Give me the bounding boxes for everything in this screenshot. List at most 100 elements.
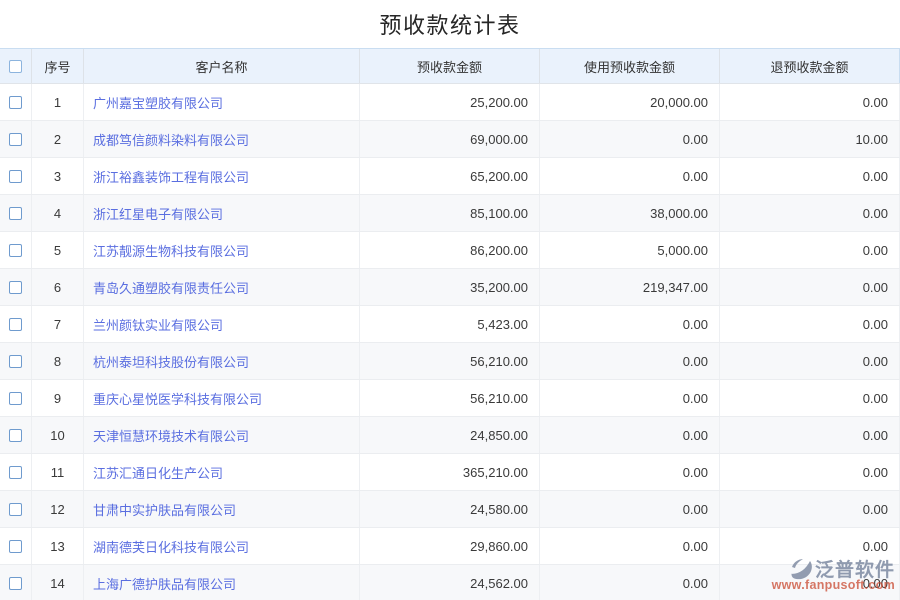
- row-checkbox[interactable]: [9, 465, 22, 479]
- refund-amount: 0.00: [720, 380, 900, 416]
- advance-amount: 24,562.00: [360, 565, 540, 600]
- customer-name-link[interactable]: 浙江裕鑫装饰工程有限公司: [84, 158, 360, 194]
- used-amount: 0.00: [540, 380, 720, 416]
- refund-amount: 0.00: [720, 232, 900, 268]
- row-checkbox[interactable]: [9, 243, 22, 257]
- row-index: 2: [32, 121, 84, 157]
- col-header-refund-amount: 退预收款金额: [720, 49, 900, 83]
- table-row: 5 江苏靓源生物科技有限公司 86,200.00 5,000.00 0.00: [0, 232, 900, 269]
- advance-amount: 69,000.00: [360, 121, 540, 157]
- row-checkbox[interactable]: [9, 576, 22, 590]
- advance-amount: 65,200.00: [360, 158, 540, 194]
- row-select-cell: [0, 158, 32, 194]
- row-index: 7: [32, 306, 84, 342]
- refund-amount: 0.00: [720, 269, 900, 305]
- prepayment-table: 序号 客户名称 预收款金额 使用预收款金额 退预收款金额 1 广州嘉宝塑胶有限公司…: [0, 48, 900, 600]
- customer-name-link[interactable]: 江苏靓源生物科技有限公司: [84, 232, 360, 268]
- table-row: 8 杭州泰坦科技股份有限公司 56,210.00 0.00 0.00: [0, 343, 900, 380]
- table-body: 1 广州嘉宝塑胶有限公司 25,200.00 20,000.00 0.00 2 成都笃信颜料…: [0, 84, 900, 600]
- advance-amount: 85,100.00: [360, 195, 540, 231]
- row-index: 3: [32, 158, 84, 194]
- advance-amount: 25,200.00: [360, 84, 540, 120]
- col-header-advance-amount: 预收款金额: [360, 49, 540, 83]
- row-select-cell: [0, 269, 32, 305]
- refund-amount: 10.00: [720, 121, 900, 157]
- row-checkbox[interactable]: [9, 280, 22, 294]
- used-amount: 5,000.00: [540, 232, 720, 268]
- row-select-cell: [0, 306, 32, 342]
- col-header-index: 序号: [32, 49, 84, 83]
- customer-name-link[interactable]: 杭州泰坦科技股份有限公司: [84, 343, 360, 379]
- advance-amount: 56,210.00: [360, 380, 540, 416]
- refund-amount: 0.00: [720, 195, 900, 231]
- customer-name-link[interactable]: 成都笃信颜料染料有限公司: [84, 121, 360, 157]
- row-index: 10: [32, 417, 84, 453]
- row-index: 14: [32, 565, 84, 600]
- select-all-cell: [0, 49, 32, 83]
- used-amount: 0.00: [540, 417, 720, 453]
- customer-name-link[interactable]: 兰州颜钛实业有限公司: [84, 306, 360, 342]
- refund-amount: 0.00: [720, 528, 900, 564]
- customer-name-link[interactable]: 青岛久通塑胶有限责任公司: [84, 269, 360, 305]
- row-index: 13: [32, 528, 84, 564]
- advance-amount: 24,850.00: [360, 417, 540, 453]
- customer-name-link[interactable]: 湖南德芙日化科技有限公司: [84, 528, 360, 564]
- refund-amount: 0.00: [720, 565, 900, 600]
- row-index: 11: [32, 454, 84, 490]
- customer-name-link[interactable]: 甘肃中实护肤品有限公司: [84, 491, 360, 527]
- row-checkbox[interactable]: [9, 539, 22, 553]
- used-amount: 20,000.00: [540, 84, 720, 120]
- row-index: 4: [32, 195, 84, 231]
- row-select-cell: [0, 84, 32, 120]
- table-row: 14 上海广德护肤品有限公司 24,562.00 0.00 0.00: [0, 565, 900, 600]
- row-select-cell: [0, 565, 32, 600]
- select-all-checkbox[interactable]: [9, 59, 22, 73]
- row-checkbox[interactable]: [9, 206, 22, 220]
- used-amount: 0.00: [540, 121, 720, 157]
- customer-name-link[interactable]: 广州嘉宝塑胶有限公司: [84, 84, 360, 120]
- customer-name-link[interactable]: 上海广德护肤品有限公司: [84, 565, 360, 600]
- customer-name-link[interactable]: 浙江红星电子有限公司: [84, 195, 360, 231]
- col-header-used-amount: 使用预收款金额: [540, 49, 720, 83]
- row-select-cell: [0, 417, 32, 453]
- table-row: 9 重庆心星悦医学科技有限公司 56,210.00 0.00 0.00: [0, 380, 900, 417]
- col-header-customer-name: 客户名称: [84, 49, 360, 83]
- refund-amount: 0.00: [720, 454, 900, 490]
- customer-name-link[interactable]: 江苏汇通日化生产公司: [84, 454, 360, 490]
- row-checkbox[interactable]: [9, 169, 22, 183]
- used-amount: 0.00: [540, 528, 720, 564]
- refund-amount: 0.00: [720, 417, 900, 453]
- advance-amount: 365,210.00: [360, 454, 540, 490]
- refund-amount: 0.00: [720, 84, 900, 120]
- advance-amount: 56,210.00: [360, 343, 540, 379]
- row-index: 1: [32, 84, 84, 120]
- row-select-cell: [0, 528, 32, 564]
- advance-amount: 5,423.00: [360, 306, 540, 342]
- table-header-row: 序号 客户名称 预收款金额 使用预收款金额 退预收款金额: [0, 48, 900, 84]
- row-index: 6: [32, 269, 84, 305]
- title-bar: 预收款统计表: [0, 0, 900, 48]
- advance-amount: 29,860.00: [360, 528, 540, 564]
- row-checkbox[interactable]: [9, 502, 22, 516]
- customer-name-link[interactable]: 天津恒慧环境技术有限公司: [84, 417, 360, 453]
- row-checkbox[interactable]: [9, 354, 22, 368]
- row-select-cell: [0, 121, 32, 157]
- table-row: 6 青岛久通塑胶有限责任公司 35,200.00 219,347.00 0.00: [0, 269, 900, 306]
- row-checkbox[interactable]: [9, 391, 22, 405]
- row-select-cell: [0, 380, 32, 416]
- row-select-cell: [0, 491, 32, 527]
- row-checkbox[interactable]: [9, 428, 22, 442]
- used-amount: 0.00: [540, 306, 720, 342]
- table-row: 11 江苏汇通日化生产公司 365,210.00 0.00 0.00: [0, 454, 900, 491]
- row-checkbox[interactable]: [9, 317, 22, 331]
- row-select-cell: [0, 343, 32, 379]
- table-row: 13 湖南德芙日化科技有限公司 29,860.00 0.00 0.00: [0, 528, 900, 565]
- table-row: 10 天津恒慧环境技术有限公司 24,850.00 0.00 0.00: [0, 417, 900, 454]
- page-title: 预收款统计表: [379, 13, 521, 38]
- row-checkbox[interactable]: [9, 132, 22, 146]
- refund-amount: 0.00: [720, 343, 900, 379]
- customer-name-link[interactable]: 重庆心星悦医学科技有限公司: [84, 380, 360, 416]
- row-checkbox[interactable]: [9, 95, 22, 109]
- advance-amount: 24,580.00: [360, 491, 540, 527]
